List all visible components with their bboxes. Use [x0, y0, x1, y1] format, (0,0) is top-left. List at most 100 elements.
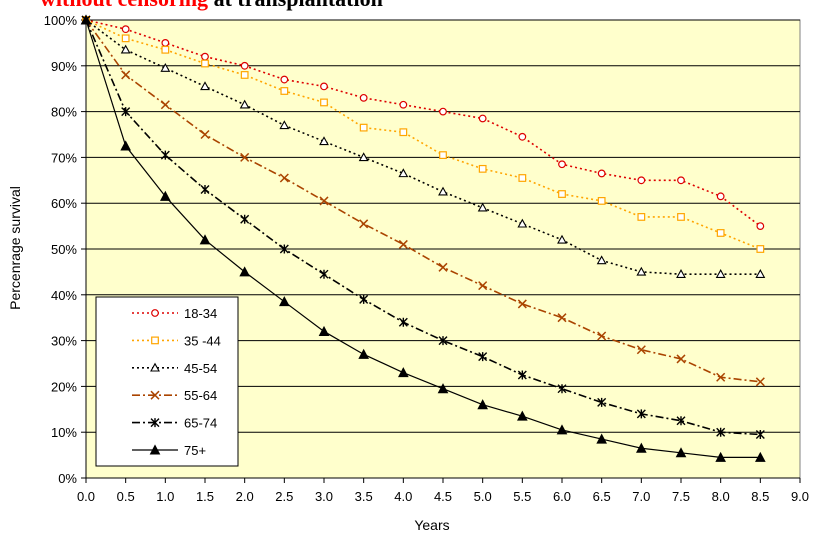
data-point	[677, 176, 685, 185]
legend-label: 35 -44	[184, 333, 221, 348]
data-point	[636, 409, 646, 419]
chart-title-fragment: without censoring at transplantation	[40, 0, 383, 12]
data-point	[240, 71, 249, 79]
data-point	[320, 98, 328, 107]
x-axis-label: Years	[414, 517, 449, 533]
data-point	[240, 214, 250, 224]
x-tick-label: 6.5	[593, 489, 611, 504]
data-point	[517, 370, 527, 380]
data-point	[161, 45, 170, 54]
data-point	[715, 269, 726, 278]
data-point	[438, 262, 448, 272]
series-line	[85, 19, 761, 436]
data-point	[755, 377, 765, 387]
data-point	[399, 128, 408, 137]
data-point	[477, 202, 488, 212]
legend-marker	[151, 309, 159, 317]
data-point	[558, 190, 566, 198]
data-point	[240, 152, 250, 162]
y-tick-label: 30%	[51, 334, 77, 349]
y-tick-label: 90%	[51, 59, 77, 74]
data-point	[438, 186, 448, 196]
data-point	[675, 447, 687, 458]
x-tick-label: 3.0	[315, 489, 333, 504]
data-point	[557, 313, 567, 323]
data-point	[279, 173, 289, 183]
data-point	[597, 331, 607, 341]
data-point	[319, 196, 329, 206]
y-tick-label: 50%	[51, 242, 77, 257]
data-point	[319, 269, 329, 279]
data-point	[160, 62, 171, 72]
data-point	[596, 433, 607, 444]
data-point	[358, 152, 369, 162]
data-point	[358, 348, 369, 359]
data-point	[398, 367, 409, 378]
y-tick-label: 20%	[51, 379, 77, 394]
data-point	[477, 399, 488, 410]
data-point	[200, 184, 210, 194]
title-highlight: without censoring	[40, 0, 208, 11]
data-point	[676, 354, 686, 364]
data-point	[160, 100, 170, 110]
data-point	[636, 345, 646, 355]
x-tick-label: 2.5	[275, 489, 293, 504]
data-point	[677, 213, 685, 221]
series-group	[82, 16, 765, 253]
x-tick-label: 4.0	[394, 489, 412, 504]
y-tick-label: 60%	[51, 196, 77, 211]
data-point	[596, 255, 607, 265]
data-point	[80, 14, 92, 25]
y-tick-label: 40%	[51, 288, 77, 303]
legend-label: 65-74	[184, 416, 217, 431]
series-group	[81, 15, 765, 439]
y-tick-label: 10%	[51, 425, 77, 440]
data-point	[320, 82, 328, 91]
data-point	[478, 352, 488, 362]
legend-marker	[149, 444, 161, 455]
data-point	[478, 114, 487, 123]
data-point	[121, 107, 131, 117]
data-point	[517, 410, 528, 421]
data-point	[756, 222, 765, 231]
data-point	[518, 174, 527, 182]
data-point	[160, 150, 170, 160]
data-point	[597, 169, 606, 178]
data-point	[398, 168, 409, 178]
data-point	[676, 269, 686, 278]
x-tick-label: 4.5	[434, 489, 452, 504]
data-point	[597, 397, 607, 407]
data-point	[398, 239, 408, 249]
data-point	[280, 75, 289, 84]
legend-box	[95, 296, 239, 467]
data-point	[755, 429, 765, 439]
data-point	[755, 451, 766, 462]
data-point	[716, 192, 725, 201]
data-point	[359, 93, 368, 102]
x-tick-label: 6.0	[553, 489, 571, 504]
y-axis-label: Percenrage survival	[7, 186, 23, 310]
data-point	[716, 229, 725, 237]
legend-label: 45-54	[184, 361, 217, 376]
data-point	[239, 99, 250, 109]
data-point	[201, 52, 209, 61]
data-point	[715, 451, 726, 462]
legend-label: 55-64	[184, 388, 217, 403]
legend-label: 75+	[184, 443, 206, 458]
data-point	[636, 442, 647, 453]
x-tick-label: 8.0	[712, 489, 730, 504]
data-point	[439, 151, 447, 160]
data-point	[517, 218, 528, 228]
y-tick-label: 0%	[58, 471, 77, 486]
y-tick-label: 80%	[51, 105, 77, 120]
legend-marker	[150, 418, 160, 428]
data-point	[637, 176, 646, 185]
data-point	[279, 296, 290, 307]
series-line	[85, 19, 761, 458]
legend-label: 18-34	[184, 306, 217, 321]
data-point	[438, 336, 448, 346]
data-point	[557, 234, 567, 244]
data-point	[160, 190, 171, 201]
data-point	[319, 136, 329, 146]
